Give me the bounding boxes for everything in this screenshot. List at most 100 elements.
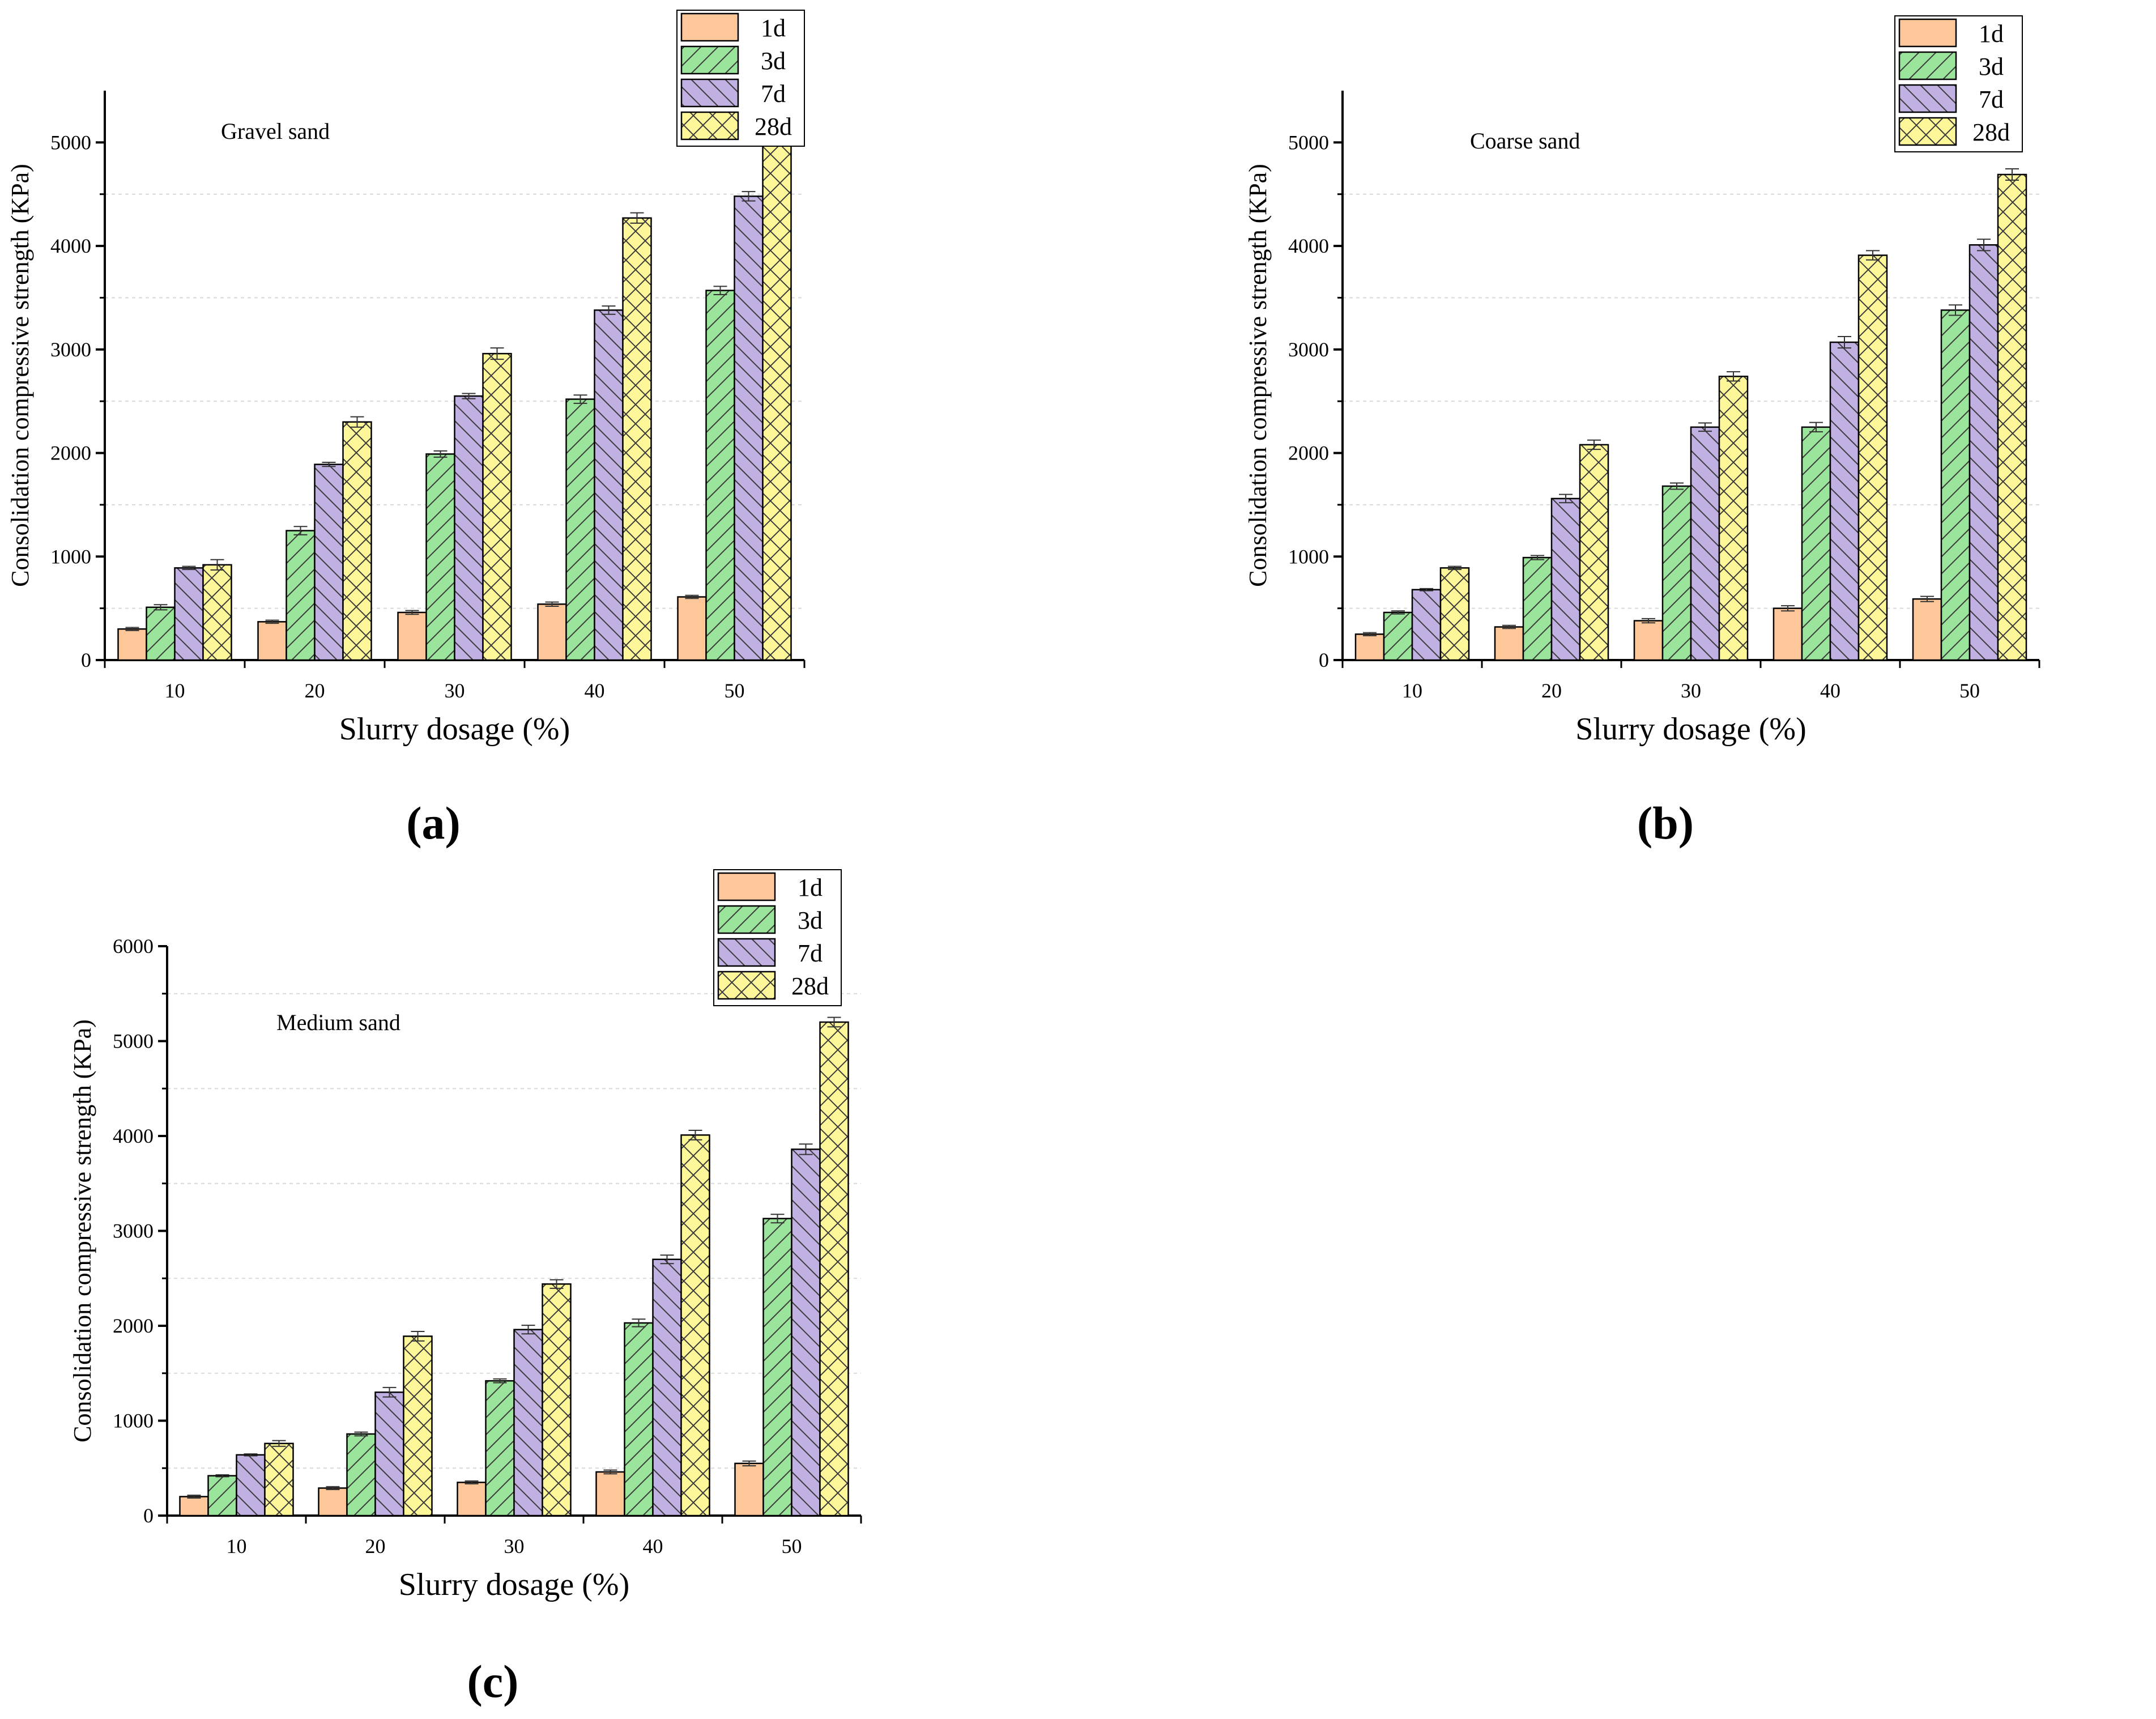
bar-3d-50 (1940, 309, 1971, 661)
chart-title: Gravel sand (221, 118, 330, 144)
y-tick-label: 3000 (113, 1220, 154, 1243)
bar-7d-20 (1550, 497, 1581, 661)
bar-3d-30 (1661, 485, 1692, 661)
legend-label-7d: 7d (798, 939, 823, 967)
y-tick-label: 4000 (1288, 235, 1329, 257)
bar-1d-40 (537, 603, 567, 661)
panel-label-a: (a) (406, 797, 461, 849)
x-tick-label: 20 (365, 1535, 386, 1558)
bar-3d-40 (624, 1322, 654, 1517)
bar-28d-40 (1857, 254, 1888, 661)
bar-7d-10 (1411, 589, 1442, 661)
bar-3d-20 (346, 1433, 376, 1517)
bar-1d-10 (1354, 633, 1385, 661)
bar-1d-10 (179, 1496, 209, 1517)
bar-3d-50 (705, 290, 735, 661)
bar-28d-20 (342, 421, 372, 661)
y-tick-label: 3000 (50, 338, 91, 361)
bar-7d-50 (1968, 244, 1999, 661)
y-tick-label: 6000 (113, 935, 154, 958)
y-tick-label: 0 (81, 649, 91, 671)
bar-1d-20 (1494, 626, 1524, 661)
legend-swatch-7d (680, 78, 739, 108)
legend-swatch-3d (717, 905, 776, 934)
bar-7d-10 (236, 1454, 266, 1517)
bar-1d-30 (397, 611, 427, 661)
legend-label-3d: 3d (1979, 53, 2004, 80)
bar-28d-10 (202, 564, 232, 661)
legend-label-7d: 7d (761, 80, 786, 108)
bar-1d-30 (457, 1482, 487, 1517)
x-tick-label: 10 (227, 1535, 247, 1558)
bar-1d-50 (1912, 598, 1942, 661)
bar-28d-30 (482, 352, 512, 661)
legend-swatch-1d (680, 12, 739, 42)
chart-panel-coarse-sand: 0 1000 2000 3000 4000 5000 10 20 30 40 50 Coarse sa… (1244, 15, 2040, 747)
bar-1d-10 (117, 628, 147, 661)
legend-swatch-3d (1898, 51, 1957, 80)
bar-3d-10 (1383, 611, 1413, 661)
y-tick-label: 5000 (113, 1030, 154, 1053)
bar-28d-50 (762, 138, 792, 661)
bar-7d-50 (734, 195, 764, 661)
bar-28d-10 (264, 1443, 294, 1517)
y-tick-label: 0 (1319, 649, 1329, 671)
x-tick-label: 10 (165, 679, 185, 702)
panel-label-c: (c) (467, 1656, 518, 1707)
legend-label-3d: 3d (798, 907, 823, 934)
bar-3d-30 (425, 453, 455, 661)
panel-label-b: (b) (1637, 797, 1694, 849)
bar-3d-40 (565, 398, 595, 661)
y-axis-label: Consolidation compressive strength (KPa) (69, 1019, 96, 1443)
bar-1d-30 (1633, 620, 1664, 661)
y-axis-label: Consolidation compressive strength (KPa) (1244, 164, 1272, 587)
legend-label-28d: 28d (1972, 118, 2010, 146)
chart-title: Coarse sand (1470, 128, 1580, 154)
legend-label-28d: 28d (755, 113, 792, 141)
chart-panel-medium-sand: 0 1000 2000 3000 4000 5000 6000 10 20 30 40 50 Mediu… (69, 869, 862, 1602)
legend-label-3d: 3d (761, 47, 786, 75)
bar-1d-40 (1772, 607, 1803, 661)
y-tick-label: 5000 (1288, 131, 1329, 154)
bar-7d-10 (174, 567, 204, 661)
bar-1d-20 (318, 1487, 348, 1517)
y-tick-label: 3000 (1288, 338, 1329, 361)
bar-28d-30 (1718, 376, 1749, 661)
bar-28d-10 (1439, 567, 1470, 661)
legend-label-1d: 1d (1979, 20, 2004, 48)
y-tick-label: 5000 (50, 131, 91, 154)
bar-3d-40 (1801, 426, 1831, 661)
y-tick-label: 2000 (1288, 442, 1329, 465)
bar-7d-30 (513, 1329, 543, 1517)
legend-swatch-28d (717, 971, 776, 1000)
y-tick-label: 1000 (1288, 545, 1329, 568)
bar-28d-20 (403, 1335, 433, 1517)
y-tick-label: 0 (143, 1504, 154, 1527)
bar-3d-30 (485, 1380, 515, 1517)
bar-3d-20 (1522, 556, 1553, 661)
x-tick-label: 30 (1681, 679, 1701, 702)
x-tick-label: 20 (1541, 679, 1562, 702)
bar-3d-10 (146, 606, 176, 661)
x-tick-label: 50 (782, 1535, 802, 1558)
x-axis-label: Slurry dosage (%) (339, 712, 570, 747)
x-tick-label: 10 (1402, 679, 1422, 702)
bar-1d-50 (734, 1462, 764, 1517)
legend-swatch-3d (680, 45, 739, 75)
chart-title: Medium sand (276, 1010, 400, 1035)
bar-7d-30 (1690, 426, 1720, 661)
legend-swatch-7d (717, 938, 776, 967)
chart-panel-gravel-sand: 0 1000 2000 3000 4000 5000 10 20 30 40 50 Gravel sa… (6, 10, 806, 747)
legend-swatch-7d (1898, 84, 1957, 113)
bar-7d-40 (1829, 341, 1860, 661)
legend-label-28d: 28d (791, 972, 829, 1000)
bar-7d-40 (594, 309, 624, 661)
x-axis-label: Slurry dosage (%) (1575, 712, 1806, 747)
y-tick-label: 4000 (113, 1125, 154, 1147)
bar-7d-40 (652, 1258, 682, 1517)
y-tick-label: 2000 (50, 442, 91, 465)
bar-7d-50 (791, 1148, 821, 1517)
y-tick-label: 1000 (113, 1410, 154, 1432)
bar-28d-30 (542, 1283, 572, 1517)
